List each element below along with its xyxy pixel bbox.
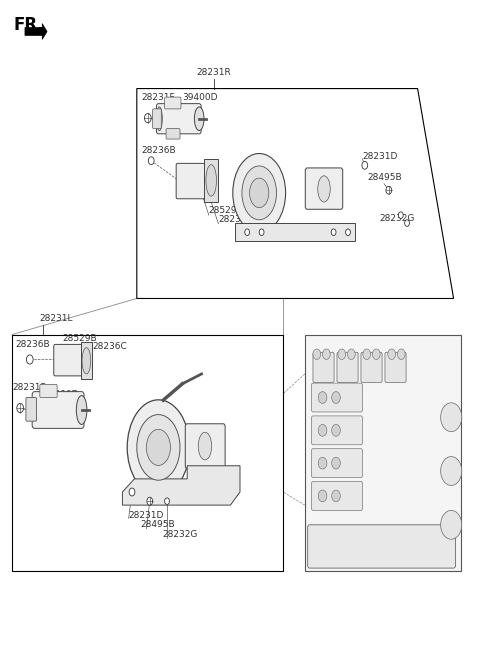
Circle shape [318, 457, 327, 469]
Text: 28231L: 28231L [39, 314, 73, 323]
Ellipse shape [194, 107, 204, 131]
Circle shape [245, 229, 250, 236]
Circle shape [165, 498, 169, 504]
Ellipse shape [127, 400, 190, 495]
Circle shape [147, 497, 153, 505]
Text: 28236B: 28236B [142, 146, 176, 155]
FancyBboxPatch shape [166, 129, 180, 139]
FancyBboxPatch shape [312, 383, 362, 412]
FancyBboxPatch shape [385, 352, 406, 382]
Text: 28495B: 28495B [367, 173, 402, 182]
Ellipse shape [76, 396, 87, 424]
Text: 28231D: 28231D [362, 152, 398, 161]
Circle shape [346, 229, 350, 236]
Text: FR.: FR. [13, 16, 44, 34]
Polygon shape [25, 24, 47, 39]
Circle shape [148, 157, 154, 165]
Ellipse shape [206, 165, 216, 196]
FancyBboxPatch shape [185, 424, 225, 468]
Circle shape [386, 186, 392, 194]
Circle shape [441, 510, 462, 539]
Circle shape [318, 424, 327, 436]
Text: 28236B: 28236B [15, 340, 50, 349]
Ellipse shape [233, 154, 286, 232]
Circle shape [362, 161, 368, 169]
Circle shape [323, 349, 330, 359]
Circle shape [331, 229, 336, 236]
Circle shape [398, 212, 403, 218]
Circle shape [363, 349, 371, 359]
Circle shape [144, 113, 151, 123]
Text: 28231R: 28231R [196, 68, 231, 77]
Circle shape [129, 488, 135, 496]
Text: 28236C: 28236C [92, 342, 127, 351]
Text: 28232G: 28232G [162, 530, 198, 539]
FancyBboxPatch shape [312, 449, 362, 478]
Text: 28231F: 28231F [12, 382, 46, 392]
Circle shape [332, 392, 340, 403]
Ellipse shape [198, 432, 212, 460]
Ellipse shape [82, 348, 91, 374]
Circle shape [313, 349, 321, 359]
Polygon shape [204, 159, 218, 202]
Text: 28529B: 28529B [209, 206, 243, 215]
Circle shape [338, 349, 346, 359]
Polygon shape [235, 223, 355, 241]
Polygon shape [305, 335, 461, 571]
Circle shape [332, 424, 340, 436]
Ellipse shape [156, 107, 162, 131]
Circle shape [332, 490, 340, 502]
Text: 28529B: 28529B [62, 334, 97, 343]
Text: 39400D: 39400D [43, 390, 79, 399]
FancyBboxPatch shape [153, 109, 161, 129]
FancyBboxPatch shape [32, 392, 84, 428]
Text: 28232G: 28232G [379, 214, 415, 223]
Circle shape [388, 349, 396, 359]
FancyBboxPatch shape [337, 352, 358, 382]
FancyBboxPatch shape [308, 525, 456, 568]
FancyBboxPatch shape [312, 482, 362, 510]
Circle shape [259, 229, 264, 236]
Text: 28231F: 28231F [142, 93, 175, 102]
Ellipse shape [318, 176, 330, 202]
Text: 28236C: 28236C [218, 215, 253, 224]
Circle shape [372, 349, 380, 359]
Circle shape [318, 392, 327, 403]
Circle shape [441, 403, 462, 432]
Circle shape [348, 349, 355, 359]
Circle shape [26, 355, 33, 364]
Text: 28495B: 28495B [140, 520, 175, 529]
Polygon shape [81, 342, 92, 379]
Text: 39400D: 39400D [182, 93, 218, 102]
Circle shape [397, 349, 405, 359]
FancyBboxPatch shape [176, 163, 208, 199]
Circle shape [405, 220, 409, 226]
Ellipse shape [242, 166, 276, 220]
FancyBboxPatch shape [313, 352, 334, 382]
FancyBboxPatch shape [312, 416, 362, 445]
Ellipse shape [146, 429, 170, 466]
Text: 28231D: 28231D [129, 510, 164, 520]
Circle shape [332, 457, 340, 469]
FancyBboxPatch shape [165, 97, 181, 109]
Ellipse shape [137, 415, 180, 480]
Circle shape [441, 457, 462, 485]
Circle shape [17, 403, 24, 413]
FancyBboxPatch shape [156, 104, 201, 134]
FancyBboxPatch shape [54, 344, 85, 376]
FancyBboxPatch shape [26, 398, 36, 421]
FancyBboxPatch shape [305, 168, 343, 209]
Polygon shape [122, 466, 240, 505]
FancyBboxPatch shape [361, 352, 382, 382]
Circle shape [318, 490, 327, 502]
Ellipse shape [250, 178, 269, 207]
FancyBboxPatch shape [40, 384, 57, 398]
